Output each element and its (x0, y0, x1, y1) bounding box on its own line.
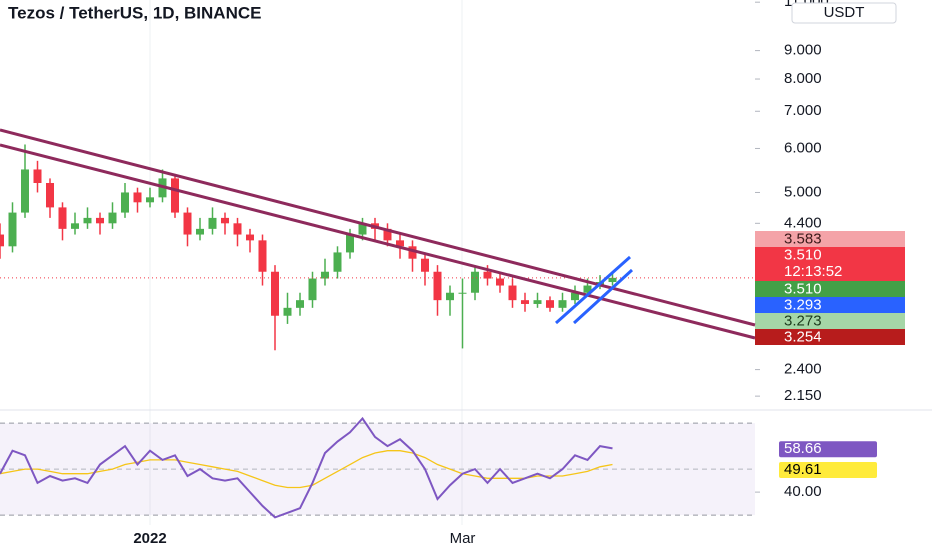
value-tag-label: 49.61 (784, 461, 822, 478)
candle-body (8, 212, 17, 247)
candle-body (183, 212, 192, 235)
candle-body (546, 300, 554, 308)
candle-body (446, 292, 454, 301)
candle-body (583, 285, 592, 293)
y-tick-label: 2.400 (784, 361, 822, 378)
candle-body (433, 271, 442, 301)
y-tick-label: 7.000 (784, 102, 822, 119)
price-tag-countdown: 12:13:52 (784, 263, 842, 280)
rsi-line (0, 450, 613, 489)
candle-body (496, 278, 504, 286)
trend-lines (0, 128, 756, 340)
candle-body (608, 277, 617, 283)
candle-body (321, 271, 329, 279)
candle-body (421, 258, 429, 272)
trend-line (0, 128, 756, 327)
channel-line (572, 268, 634, 325)
candle-body (296, 300, 304, 308)
y-tick-label: 5.000 (784, 183, 822, 200)
plot: 11.0009.0008.0007.0006.0005.0004.4002.70… (0, 0, 905, 547)
candle-body (283, 307, 292, 316)
price-tag-label: 3.273 (784, 312, 822, 329)
y-tick-label: 9.000 (784, 42, 822, 59)
candle-body (483, 271, 492, 279)
unit-label: USDT (824, 4, 865, 21)
candle-body (258, 240, 267, 272)
price-tag (755, 247, 905, 281)
candle-body (558, 300, 567, 308)
candle-body (271, 271, 279, 316)
chart-title: Tezos / TetherUS, 1D, BINANCE (8, 3, 261, 22)
price-tag-label: 3.254 (784, 328, 822, 345)
candle-body (83, 217, 92, 224)
channel-line (555, 255, 631, 325)
y-tick-label: 40.00 (784, 483, 822, 500)
candle-body (571, 292, 579, 301)
candle-body (333, 252, 342, 272)
candle-body (233, 223, 242, 235)
trend-line (0, 143, 756, 340)
price-tag-label: 3.510 (784, 280, 822, 297)
candle-body (383, 228, 392, 241)
price-tag-label: 3.510 (784, 246, 822, 263)
candle-body (508, 285, 517, 301)
candle-body (21, 169, 29, 213)
candle-body (146, 197, 154, 203)
x-tick-label: 2022 (133, 530, 166, 547)
candle-body (0, 234, 4, 247)
candle-body (133, 192, 142, 203)
candle-body (46, 182, 54, 208)
candle-body (108, 212, 117, 224)
candle-body (358, 223, 367, 235)
y-tick-label: 8.000 (784, 70, 822, 87)
price-tag (755, 297, 905, 313)
price-tag (755, 231, 905, 247)
unit-box (791, 2, 897, 24)
candle-body (533, 300, 542, 304)
candle-body (308, 278, 317, 301)
candle-body (171, 178, 179, 213)
x-tick-label: Mar (450, 530, 476, 547)
candle-body (408, 246, 417, 259)
y-tick-label: 2.150 (784, 387, 822, 404)
value-tag (779, 462, 877, 479)
candle-body (121, 192, 129, 213)
value-tag (779, 441, 877, 458)
candle-body (208, 217, 217, 229)
candle-body (246, 234, 254, 241)
price-tag (755, 329, 905, 345)
candle-body (396, 240, 404, 247)
candle-body (58, 207, 67, 229)
price-tag (755, 281, 905, 297)
candle-body (521, 300, 529, 304)
price-tag-label: 3.293 (784, 296, 822, 313)
candle-body (196, 228, 204, 235)
candle-body (71, 223, 79, 229)
price-tag-label: 3.583 (784, 230, 822, 247)
price-tag (755, 313, 905, 329)
candle-body (96, 217, 104, 224)
candle-body (33, 169, 42, 183)
candle-body (221, 217, 229, 224)
y-tick-label: 6.000 (784, 139, 822, 156)
value-tag-label: 58.66 (784, 440, 822, 457)
candle-body (346, 234, 354, 253)
y-tick-label: 4.400 (784, 214, 822, 231)
rsi-line (0, 416, 613, 519)
candle-body (471, 271, 479, 293)
candle-body (458, 292, 467, 294)
